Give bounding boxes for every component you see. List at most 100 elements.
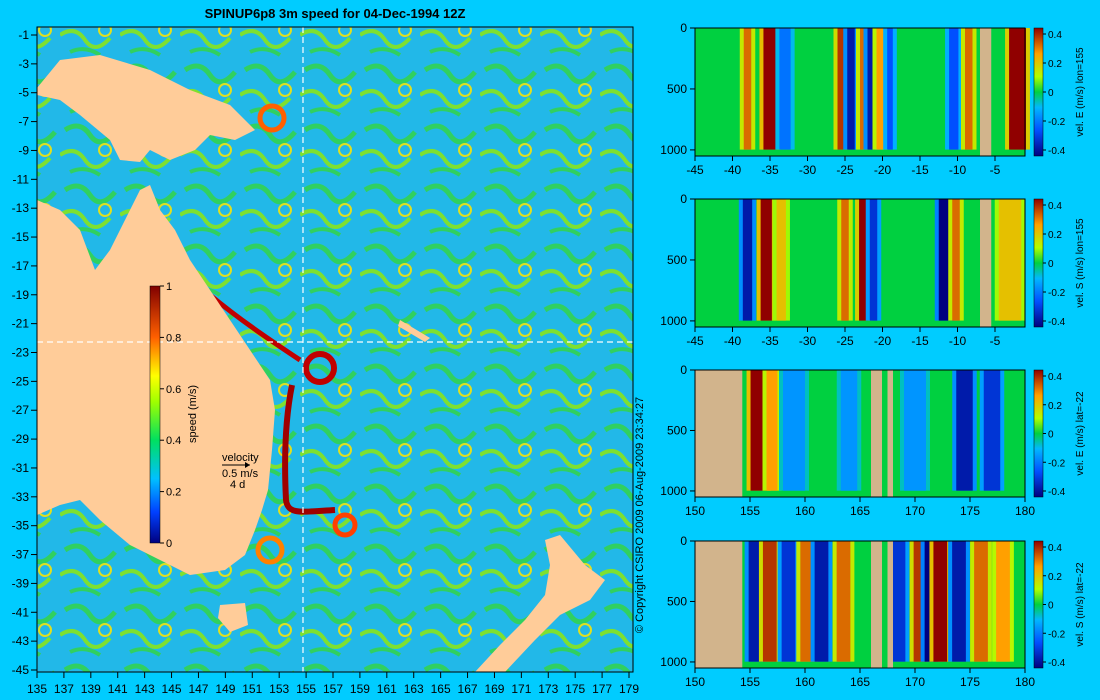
map-frame [36,26,634,673]
section-colorbar-tick-label: 0.2 [1048,230,1062,241]
section-frame [694,198,1026,328]
section-feature [859,199,869,321]
section-x-tick-label: -45 [686,334,704,348]
lat-tick-label: -19 [12,288,30,302]
copyright-text: © Copyright CSIRO 2009 06-Aug-2009 23:34… [634,397,646,633]
section-colorbar-label: vel. E (m/s) lon=155 [1075,47,1086,137]
section-feature [952,541,966,662]
section-feature [974,541,988,662]
section-x-tick-label: 150 [685,675,705,689]
section-x-tick-label: 180 [1015,675,1035,689]
section-colorbar-tick-label: -0.4 [1048,146,1066,157]
section-feature [814,541,829,662]
lon-tick-label: 171 [511,682,531,696]
lon-tick-label: 169 [484,682,504,696]
section-x-tick-label: 170 [905,504,925,518]
section-y-tick-label: 1000 [660,143,687,157]
section-y-tick-label: 500 [667,253,687,267]
lat-tick-label: -9 [18,143,29,157]
section-colorbar [1033,369,1044,498]
velocity-legend-scale: 0.5 m/s [222,468,259,480]
section-colorbar-tick-label: 0.2 [1048,572,1062,583]
section-colorbar-tick-label: -0.2 [1048,117,1066,128]
section-x-tick-label: -35 [761,163,779,177]
section-frame [694,27,1026,157]
lon-tick-label: 145 [162,682,182,696]
section-feature [887,28,893,150]
lat-tick-label: -5 [18,86,29,100]
section-x-tick-label: -25 [836,334,854,348]
map-lat-ticks: -1 -3 -5 -7 -9 -11 -13 -15 -17 -19 -21 -23 -25 -27 -29… [12,28,37,677]
section-feature [891,541,906,662]
velocity-legend-title: velocity [222,452,259,464]
lon-tick-label: 165 [431,682,451,696]
eddy [257,103,287,133]
eddy [255,535,285,565]
lat-tick-label: -33 [12,490,30,504]
section-x-tick-label: 180 [1015,504,1035,518]
tasmania-landmass [218,603,248,632]
section-land [871,541,882,668]
section-feature [763,28,777,150]
lon-tick-label: 141 [108,682,128,696]
speed-colorbar-ramp [149,285,161,544]
speed-colorbar-tick-label: 0.8 [166,332,181,344]
section-x-tick-label: -40 [724,334,742,348]
section-x-tick-label: 160 [795,504,815,518]
speed-colorbar-tick-label: 0.2 [166,487,181,499]
lon-tick-label: 151 [242,682,262,696]
section-y-tick-label: 500 [667,423,687,437]
lat-tick-label: -3 [18,57,29,71]
section-feature [965,28,973,150]
section-feature [867,28,875,150]
section-feature [996,541,1010,662]
section-feature [776,199,786,321]
section-x-tick-label: -30 [799,334,817,348]
section-colorbar-label: vel. E (m/s) lat=-22 [1075,391,1086,476]
section-y-tick-label: 1000 [660,484,687,498]
section-x-tick-label: -45 [686,163,704,177]
section-feature [783,370,805,491]
section-feature [779,28,791,150]
section-colorbar-tick-label: 0.4 [1048,30,1062,41]
velocity-legend: velocity 0.5 m/s 4 d [222,452,259,491]
section-colorbar [1033,540,1044,669]
section-feature [949,28,959,150]
section-feature [847,28,855,150]
lon-tick-label: 179 [619,682,639,696]
section-colorbar-tick-label: 0.2 [1048,401,1062,412]
section-panels: -45 -40 -35 -30 -25 -20 -15 -10 -5 0 500 1000 0.4 0.2… [660,21,1086,689]
section-x-tick-label: 175 [960,675,980,689]
section-land [887,541,893,668]
section-x-tick-label: 165 [850,675,870,689]
lat-tick-label: -17 [12,259,30,273]
section-feature [876,28,884,150]
section-y-tick-label: 0 [680,534,687,548]
section-feature [841,199,849,321]
eddy [303,351,337,385]
section-feature [840,370,858,491]
section-panel-3: 150 155 160 165 170 175 180 0 500 1000 0.4 0.2 0 -0.2… [660,363,1086,518]
section-land [695,541,743,668]
section-panel-2: -45 -40 -35 -30 -25 -20 -15 -10 -5 0 500 1000 0.4 0.2… [660,192,1086,348]
new-caledonia-landmass [398,320,430,342]
section-x-tick-label: -30 [799,163,817,177]
section-y-tick-label: 1000 [660,314,687,328]
lon-tick-label: 135 [27,682,47,696]
lat-tick-label: -7 [18,115,29,129]
map-title: SPINUP6p8 3m speed for 04-Dec-1994 12Z [205,6,466,21]
section-y-tick-label: 0 [680,363,687,377]
speed-colorbar: 0 0.2 0.4 0.6 0.8 1 speed (m/s) [149,281,199,550]
section-colorbar-tick-label: -0.2 [1048,629,1066,640]
section-colorbar-tick-label: 0.2 [1048,59,1062,70]
lat-tick-label: -27 [12,403,30,417]
lat-tick-label: -37 [12,548,30,562]
section-colorbar [1033,27,1044,157]
lon-tick-label: 155 [296,682,316,696]
eddy [332,512,358,538]
speed-colorbar-tick-label: 0.4 [166,435,181,447]
section-feature [933,541,948,662]
new-zealand-landmass [475,535,605,672]
map-panel: -1 -3 -5 -7 -9 -11 -13 -15 -17 -19 -21 -23 -25 -27 -29… [12,26,639,696]
map-lon-ticks: 135 137 139 141 143 145 147 149 151 153 155 157 159 1… [27,672,639,696]
